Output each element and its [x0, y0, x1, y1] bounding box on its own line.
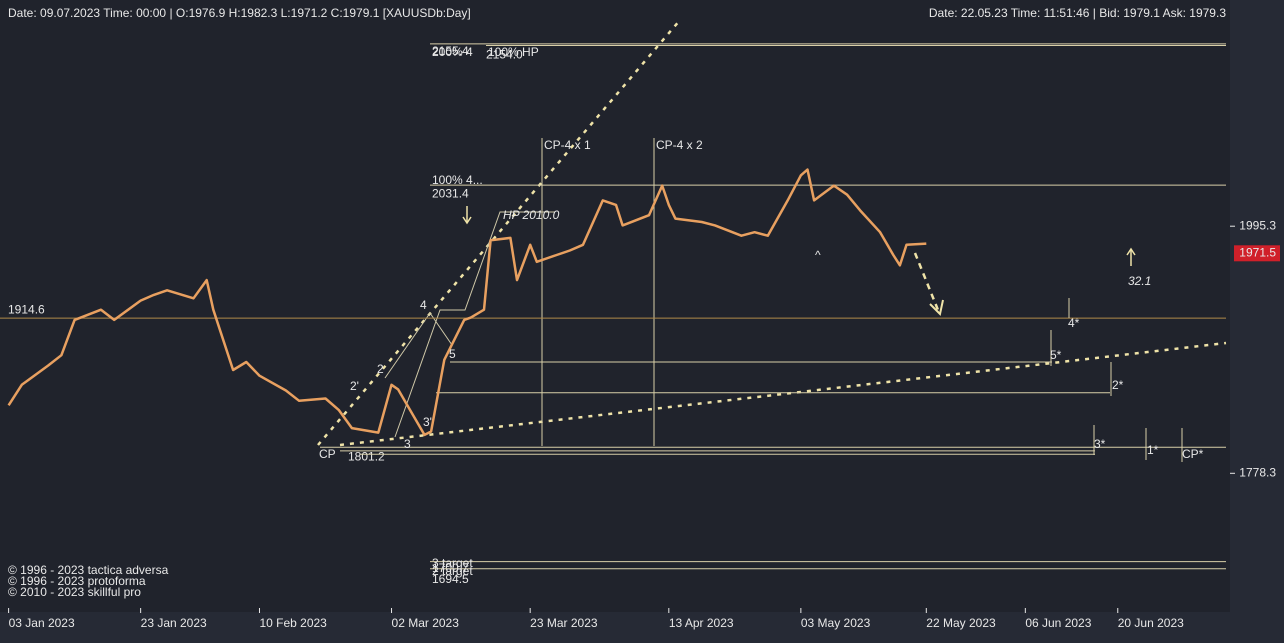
- plot-area: [0, 0, 1230, 612]
- annotation: 5: [449, 347, 456, 361]
- annotation: 2': [350, 379, 359, 393]
- credit: © 1996 - 2023 tactica adversa: [8, 563, 169, 577]
- annotation: 32.1: [1128, 274, 1151, 288]
- annotation: 2: [377, 362, 384, 376]
- credit: © 1996 - 2023 protoforma: [8, 574, 146, 588]
- price-line: [7, 168, 927, 437]
- credit: © 2010 - 2023 skillful pro: [8, 585, 141, 599]
- trend-line: [339, 341, 1227, 447]
- x-tick-label: 06 Jun 2023: [1025, 616, 1091, 630]
- annotation: 2*: [1112, 378, 1124, 392]
- annotation: 4: [420, 298, 427, 312]
- annotation: CP-4 x 1: [544, 138, 591, 152]
- level-label: 1700.7: [432, 561, 469, 575]
- annotation: HP 2010.0: [503, 208, 560, 222]
- last-price-label: 1971.5: [1239, 245, 1276, 259]
- annotation: 2 target: [432, 564, 473, 578]
- annotation: CP-4 x 2: [656, 138, 703, 152]
- x-tick-label: 03 May 2023: [801, 616, 871, 630]
- annotation: 5*: [1050, 348, 1062, 362]
- x-tick-label: 23 Mar 2023: [530, 616, 598, 630]
- annotation: 3*: [1094, 437, 1106, 451]
- x-tick-label: 13 Apr 2023: [669, 616, 734, 630]
- x-tick-label: 22 May 2023: [926, 616, 996, 630]
- annotation: ^: [815, 248, 821, 262]
- annotation: 200% 4: [432, 45, 473, 59]
- annotation: 3: [404, 437, 411, 451]
- x-tick-label: 03 Jan 2023: [9, 616, 75, 630]
- level-label: 2155.4: [432, 44, 469, 58]
- trend-line: [317, 19, 681, 446]
- y-tick-label: 1778.3: [1239, 465, 1276, 479]
- arrow-head: [929, 299, 944, 317]
- annotation: 3 target: [432, 556, 473, 570]
- header-right: Date: 22.05.23 Time: 11:51:46 | Bid: 197…: [929, 6, 1226, 20]
- level-label: 1694.5: [432, 572, 469, 586]
- x-tick-label: 23 Jan 2023: [141, 616, 207, 630]
- x-tick-label: 02 Mar 2023: [392, 616, 460, 630]
- x-tick-label: 20 Jun 2023: [1118, 616, 1184, 630]
- annotation: 3': [423, 415, 432, 429]
- level-label: 1914.6: [8, 302, 45, 316]
- annotation: 100% HP: [488, 45, 539, 59]
- x-tick-label: 10 Feb 2023: [259, 616, 327, 630]
- level-label: 1801.2: [348, 449, 385, 463]
- arrow-head: [1126, 247, 1136, 256]
- annotation: CP: [319, 447, 336, 461]
- arrow-head: [462, 216, 472, 225]
- header-left: Date: 09.07.2023 Time: 00:00 | O:1976.9 …: [8, 6, 471, 20]
- annotation: 100% 4...: [432, 173, 483, 187]
- y-tick-label: 1995.3: [1239, 218, 1276, 232]
- annotation: CP*: [1182, 447, 1204, 461]
- last-price-badge: [1234, 245, 1280, 262]
- annotation: 1*: [1147, 443, 1159, 457]
- annotation: 4*: [1068, 316, 1080, 330]
- level-label: 2154.0: [486, 48, 523, 62]
- level-label: 2031.4: [432, 186, 469, 200]
